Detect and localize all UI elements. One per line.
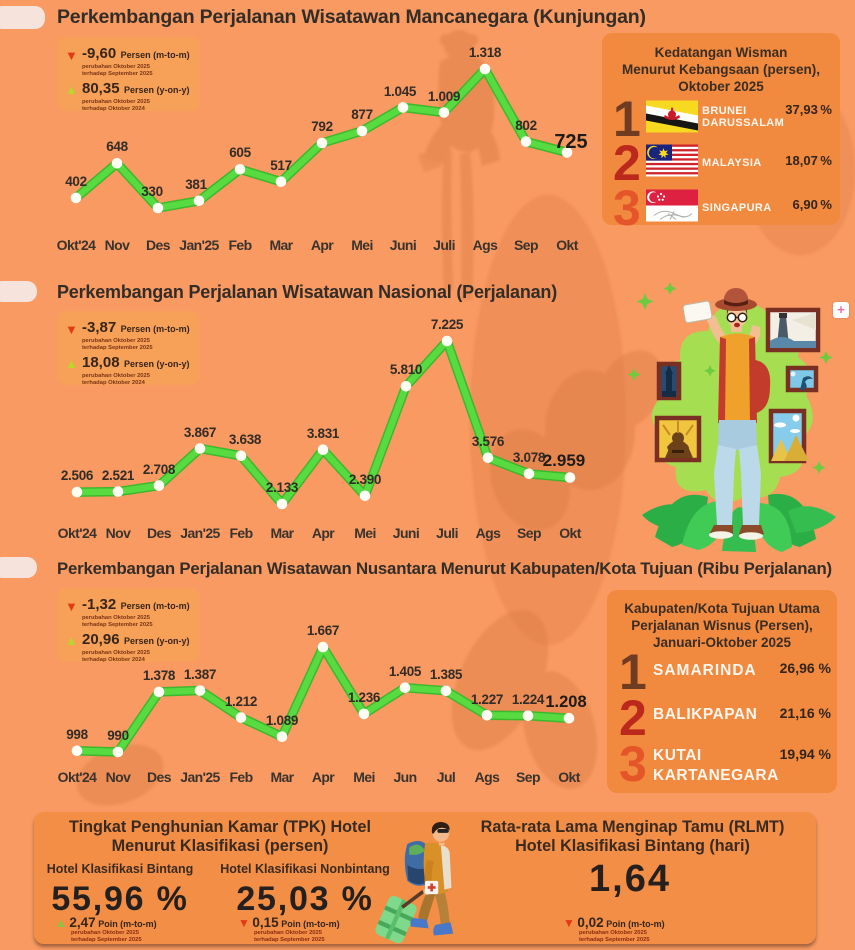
svg-text:Feb: Feb [229,525,252,541]
svg-text:Juni: Juni [390,237,416,253]
svg-text:1.318: 1.318 [469,45,502,60]
svg-text:Okt: Okt [556,237,578,253]
svg-text:Feb: Feb [229,769,252,785]
svg-text:Mei: Mei [351,237,373,253]
svg-text:Apr: Apr [311,237,334,253]
svg-text:3.638: 3.638 [229,432,262,447]
svg-text:Mei: Mei [353,769,375,785]
svg-text:517: 517 [270,158,292,173]
svg-text:Jan'25: Jan'25 [179,237,219,253]
svg-text:2.133: 2.133 [266,480,299,495]
svg-text:Nov: Nov [106,769,131,785]
svg-text:2.521: 2.521 [102,468,135,483]
svg-text:Apr: Apr [312,525,335,541]
svg-text:Nov: Nov [105,237,130,253]
svg-text:1.405: 1.405 [389,664,422,679]
svg-text:381: 381 [185,177,207,192]
svg-text:Jun: Jun [393,769,416,785]
svg-text:2.390: 2.390 [349,472,381,487]
svg-text:Des: Des [147,525,172,541]
svg-text:1.378: 1.378 [143,668,176,683]
svg-text:3.078: 3.078 [513,450,546,465]
svg-text:1.224: 1.224 [512,692,545,707]
svg-text:1.089: 1.089 [266,713,298,728]
svg-text:330: 330 [141,184,163,199]
svg-text:Okt: Okt [558,769,580,785]
svg-text:3.576: 3.576 [472,434,505,449]
svg-text:Juni: Juni [393,525,419,541]
svg-text:1.667: 1.667 [307,623,339,638]
svg-text:Okt'24: Okt'24 [57,237,96,253]
svg-text:792: 792 [311,119,333,134]
svg-text:Jan'25: Jan'25 [180,769,220,785]
svg-text:7.225: 7.225 [431,317,464,332]
svg-text:1.387: 1.387 [184,667,216,682]
svg-text:Sep: Sep [514,237,538,253]
svg-text:2.506: 2.506 [61,468,94,483]
svg-text:Mar: Mar [270,769,294,785]
svg-text:Des: Des [147,769,172,785]
svg-text:Ags: Ags [473,237,498,253]
svg-text:Des: Des [146,237,171,253]
svg-text:Sep: Sep [517,525,541,541]
svg-text:Nov: Nov [106,525,131,541]
svg-text:Jan'25: Jan'25 [180,525,220,541]
svg-text:5.810: 5.810 [390,362,422,377]
svg-text:802: 802 [515,118,537,133]
svg-text:990: 990 [107,728,129,743]
svg-text:3.867: 3.867 [184,425,216,440]
svg-text:Mar: Mar [270,525,294,541]
svg-text:Juli: Juli [433,237,455,253]
svg-text:1.236: 1.236 [348,690,381,705]
svg-text:Sep: Sep [516,769,540,785]
svg-text:Mar: Mar [269,237,293,253]
svg-text:Apr: Apr [312,769,335,785]
svg-text:Juli: Juli [436,525,458,541]
svg-text:Ags: Ags [475,769,500,785]
svg-text:402: 402 [65,174,87,189]
svg-text:Mei: Mei [354,525,376,541]
svg-text:3.831: 3.831 [307,426,340,441]
svg-text:998: 998 [66,727,88,742]
svg-text:648: 648 [106,139,128,154]
svg-text:Okt: Okt [559,525,581,541]
svg-text:1.045: 1.045 [384,84,417,99]
svg-text:2.708: 2.708 [143,462,176,477]
svg-text:Jul: Jul [437,769,455,785]
svg-text:1.212: 1.212 [225,694,257,709]
svg-text:Ags: Ags [476,525,501,541]
svg-text:Okt'24: Okt'24 [58,525,97,541]
svg-text:Feb: Feb [228,237,251,253]
svg-text:605: 605 [229,145,251,160]
svg-text:877: 877 [351,107,373,122]
svg-text:725: 725 [554,131,587,153]
svg-text:1.208: 1.208 [545,693,586,711]
svg-text:Okt'24: Okt'24 [58,769,97,785]
svg-text:1.385: 1.385 [430,667,463,682]
svg-text:1.009: 1.009 [428,89,460,104]
svg-text:1.227: 1.227 [471,692,503,707]
svg-text:2.959: 2.959 [543,451,586,470]
